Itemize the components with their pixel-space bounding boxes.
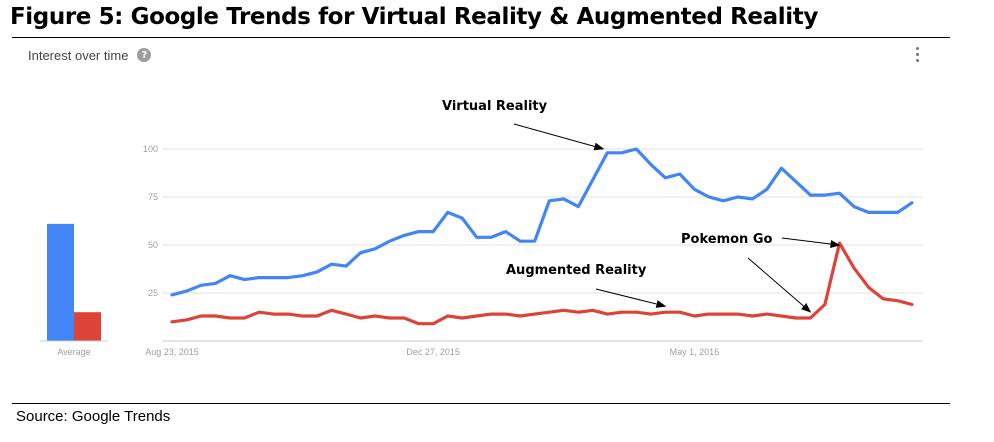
more-vertical-icon[interactable] xyxy=(910,44,924,66)
annotation-label: Virtual Reality xyxy=(442,99,548,114)
card-title: Interest over time xyxy=(28,47,129,63)
chart-annotations: Virtual Reality Augmented Reality Pokemon … xyxy=(442,99,841,313)
series-line-augmented-reality xyxy=(170,241,914,326)
y-tick-label: 100 xyxy=(143,144,158,154)
average-bar-virtual-reality xyxy=(47,223,74,341)
series-line-virtual-reality xyxy=(170,147,914,297)
average-label: Average xyxy=(57,347,90,357)
y-tick-label: 25 xyxy=(148,288,158,298)
annotation-arrow xyxy=(595,288,667,308)
annotation-label: Augmented Reality xyxy=(506,263,647,278)
annotation-label: Pokemon Go xyxy=(681,232,773,247)
source-rule xyxy=(12,403,950,404)
x-tick-label: Aug 23, 2015 xyxy=(145,347,199,357)
title-rule xyxy=(12,37,950,38)
chart-series xyxy=(170,147,914,326)
annotation-arrow xyxy=(513,123,605,151)
source-note: Source: Google Trends xyxy=(16,408,171,425)
x-tick-label: May 1, 2016 xyxy=(670,347,720,357)
y-tick-label: 75 xyxy=(148,192,158,202)
help-circle-icon[interactable]: ? xyxy=(137,48,152,62)
y-tick-label: 50 xyxy=(148,240,158,250)
annotation-arrow xyxy=(747,257,812,313)
average-bar-augmented-reality xyxy=(74,312,101,341)
chart-grid: 25 50 75 100 Aug 23, 2015 Dec 27, 2015 May 1, … xyxy=(143,144,922,357)
card-header: Interest over time ? xyxy=(28,45,152,65)
figure-title: Figure 5: Google Trends for Virtual Real… xyxy=(10,4,818,30)
average-panel: Average xyxy=(40,223,108,357)
annotation-arrow xyxy=(781,237,841,248)
x-tick-label: Dec 27, 2015 xyxy=(406,347,460,357)
